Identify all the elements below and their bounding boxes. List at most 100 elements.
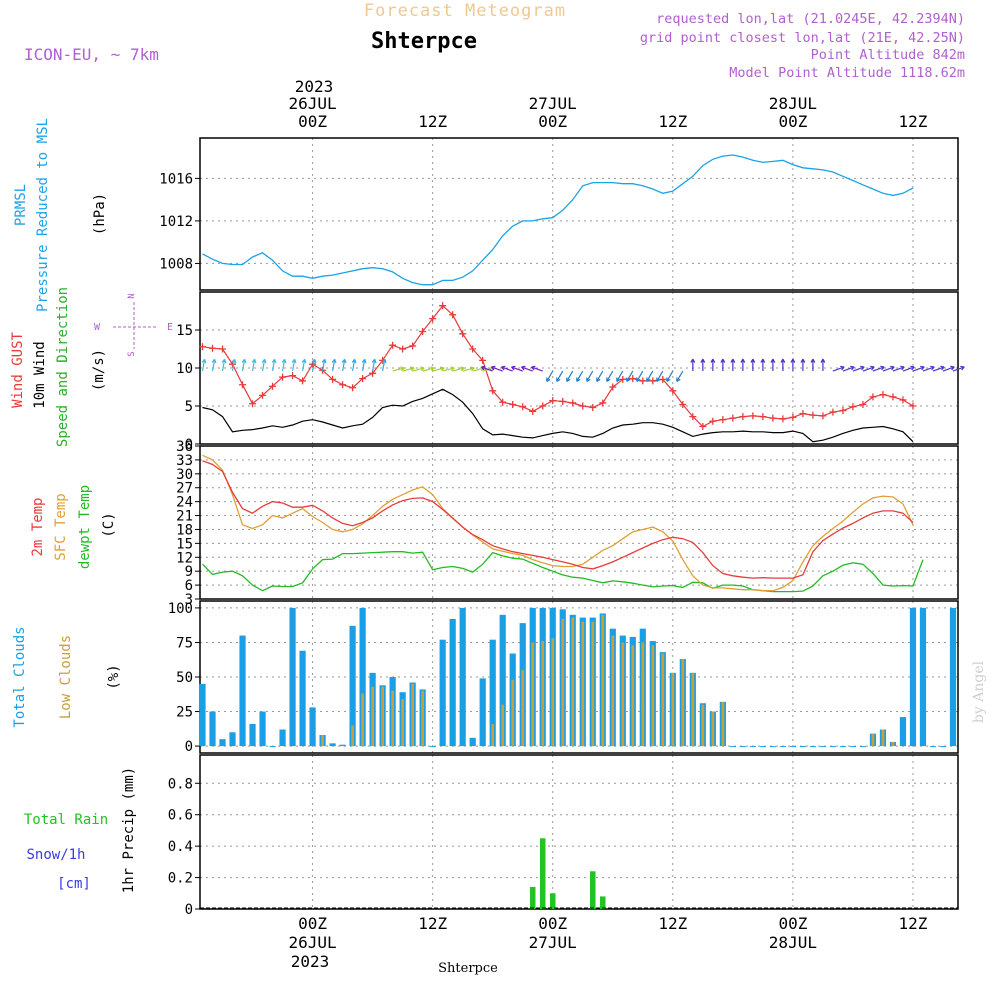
rain-bar <box>600 896 606 909</box>
wind-arrow <box>500 365 513 372</box>
gust-marker <box>549 397 557 405</box>
top-time-label: 00Z <box>778 112 807 131</box>
snow-label: Snow/1h <box>26 847 85 863</box>
total-cloud-bar <box>449 618 456 747</box>
total-cloud-bar <box>859 746 867 748</box>
y-tick-label: 30 <box>176 467 193 483</box>
gust-marker <box>359 375 367 383</box>
watermark: by Angel <box>971 660 987 723</box>
gust-marker <box>449 311 457 319</box>
gust-marker <box>889 393 897 401</box>
low-cloud-bar <box>621 642 625 747</box>
low-cloud-label: Low Clouds <box>58 635 74 719</box>
gust-marker <box>859 400 867 408</box>
total-cloud-bar <box>299 650 306 747</box>
dewpt-line <box>202 551 924 593</box>
compass-east: E <box>167 322 173 333</box>
gust-marker <box>609 383 617 391</box>
wind-arrow <box>251 358 257 372</box>
pressure-desc-label: Pressure Reduced to MSL <box>35 118 51 312</box>
gust-marker <box>879 391 887 399</box>
bottom-time-label: 12Z <box>899 914 928 933</box>
total-cloud-bar <box>739 746 746 748</box>
total-cloud-bar <box>789 746 796 748</box>
location-title: Shterpce <box>371 29 477 54</box>
low-cloud-bar <box>521 670 525 747</box>
gust-marker <box>399 345 407 353</box>
wind-arrow <box>432 366 445 372</box>
total-cloud-bar <box>919 607 927 747</box>
wind-speed-line <box>202 388 914 443</box>
wind-arrow <box>922 365 935 372</box>
gust-marker <box>409 342 417 350</box>
gust-marker <box>819 412 827 420</box>
y-tick-label: 10 <box>176 361 193 377</box>
gust-marker <box>589 404 597 412</box>
gust-marker <box>699 423 707 431</box>
wind-arrow <box>740 358 746 372</box>
y-tick-label: 0.2 <box>168 871 193 887</box>
total-cloud-bar <box>489 639 496 747</box>
wind-arrow <box>780 358 786 372</box>
low-cloud-bar <box>551 638 555 747</box>
panel-frame <box>199 137 959 291</box>
total-cloud-bar <box>909 607 917 747</box>
wind-arrow <box>371 358 377 372</box>
wind-arrow <box>790 358 796 372</box>
wind-arrow <box>770 358 776 372</box>
gust-marker <box>639 377 647 385</box>
low-cloud-bar <box>881 729 885 747</box>
wind-arrow <box>810 358 816 372</box>
total-cloud-bar <box>359 607 366 747</box>
sfc-label: SFC Temp <box>53 493 69 560</box>
total-cloud-bar <box>279 729 286 747</box>
compass-rose: N W E S <box>94 293 173 356</box>
gust-marker <box>479 356 487 364</box>
gust-marker <box>459 330 467 338</box>
wind-arrow <box>281 358 287 372</box>
gust-marker <box>719 416 727 424</box>
y-tick-label: 9 <box>185 564 193 580</box>
gust-marker <box>539 402 547 410</box>
gust-marker <box>299 377 307 385</box>
panel-frame <box>199 291 959 445</box>
gust-marker <box>689 413 697 421</box>
total-cloud-bar <box>349 625 356 747</box>
low-cloud-bar <box>571 617 575 747</box>
total-cloud-bar <box>729 746 736 748</box>
prmsl-label: PRMSL <box>13 184 29 226</box>
wind-arrow <box>546 370 554 382</box>
bottom-time-label: 12Z <box>658 914 687 933</box>
gust-marker <box>759 413 767 421</box>
cloud-panel: 0 25 50 75 100 <box>168 600 959 755</box>
wind-arrow <box>291 358 297 372</box>
wind-arrow <box>520 365 533 372</box>
wind-arrow <box>221 358 227 372</box>
gust-marker <box>739 413 747 421</box>
wind-arrow <box>422 366 435 372</box>
top-time-label: 12Z <box>418 112 447 131</box>
wind-arrow <box>231 358 237 372</box>
low-cloud-bar <box>651 645 655 747</box>
low-cloud-bar <box>371 686 374 747</box>
wind-arrow <box>412 366 425 372</box>
precip-panel: 0 0.2 0.4 0.6 0.8 <box>168 754 959 918</box>
wind-arrow <box>301 358 307 372</box>
low-cloud-bar <box>711 711 715 747</box>
point-altitude: Point Altitude 842m <box>811 47 965 63</box>
wind-arrow <box>556 370 564 382</box>
gust-marker <box>659 375 667 383</box>
y-tick-label: 27 <box>176 481 193 497</box>
model-label: ICON-EU, ~ 7km <box>24 45 159 64</box>
low-cloud-bar <box>891 741 895 747</box>
bottom-time-label: 00Z <box>538 914 567 933</box>
wind-arrow <box>646 370 654 382</box>
wind-arrow <box>952 365 965 372</box>
gust-marker <box>669 387 677 395</box>
y-tick-label: 36 <box>176 439 193 455</box>
gust-marker <box>729 414 737 422</box>
total-cloud-bar <box>199 683 206 747</box>
gust-marker <box>429 315 437 323</box>
y-tick-label: 18 <box>176 522 193 538</box>
